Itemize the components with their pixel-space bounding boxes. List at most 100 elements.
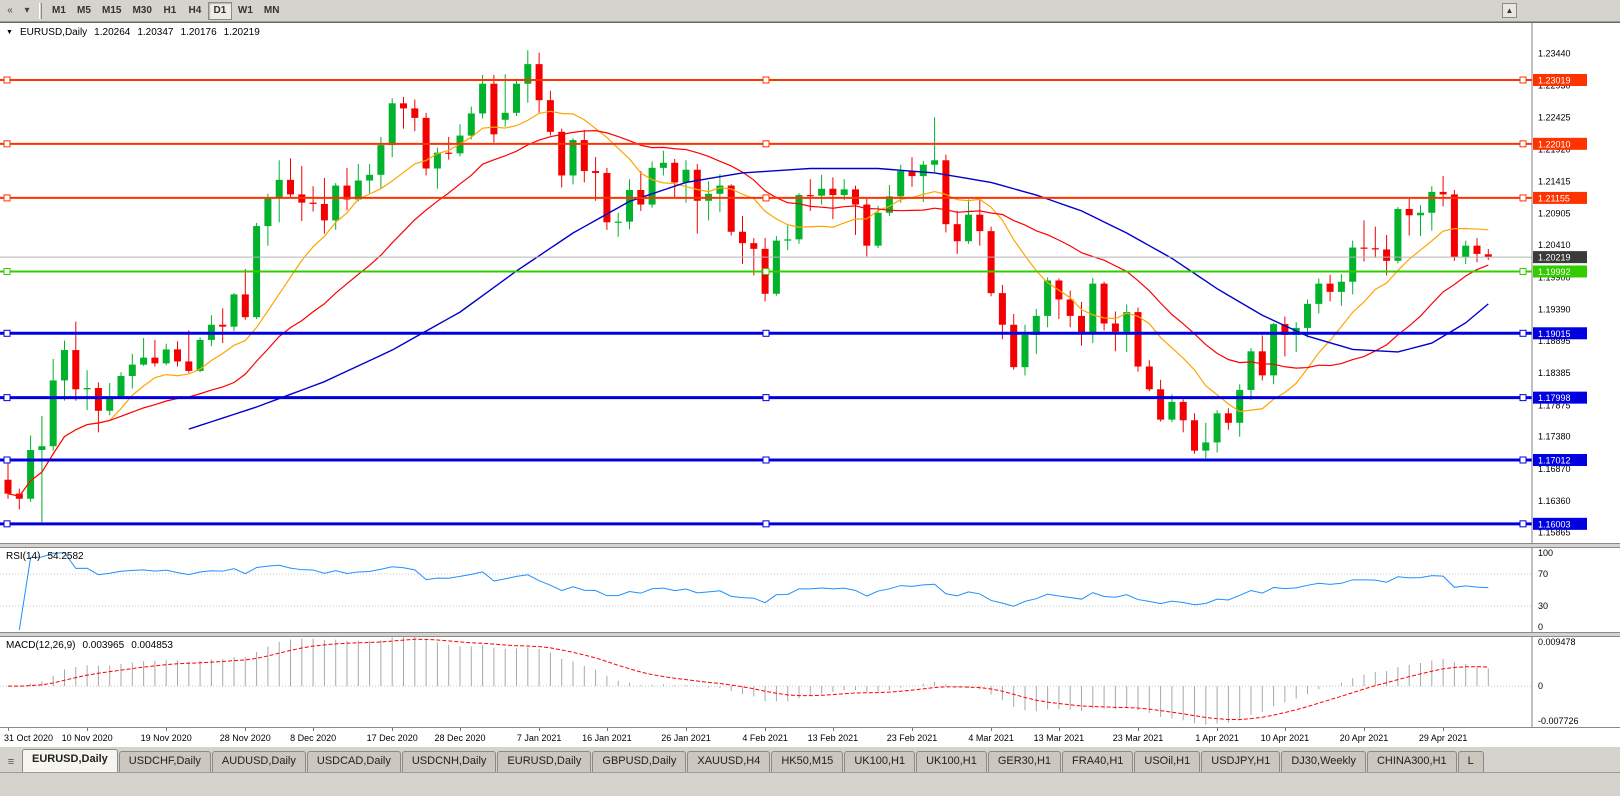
price-axis-label: 1.20410 [1538, 240, 1571, 250]
hline-handle[interactable] [762, 394, 770, 402]
time-axis[interactable]: 31 Oct 2020 10 Nov 2020 19 Nov 2020 28 Nov … [0, 727, 1620, 747]
chart-tab-14[interactable]: USDJPY,H1 [1201, 751, 1281, 772]
time-axis-tick [1058, 728, 1060, 731]
chart-tab-3[interactable]: USDCAD,Daily [306, 751, 401, 772]
hline-handle[interactable] [762, 520, 770, 528]
time-axis-tick [1217, 728, 1219, 731]
time-axis-tick [392, 728, 394, 731]
time-axis-tick [1284, 728, 1286, 731]
price-badge-label: 1.19015 [1538, 329, 1571, 339]
scroll-left-icon[interactable]: « [7, 5, 13, 16]
time-axis-label: 17 Dec 2020 [366, 733, 418, 743]
hline-handle[interactable] [3, 76, 11, 84]
chart-tab-5[interactable]: EURUSD,Daily [497, 751, 592, 772]
hline-handle[interactable] [762, 267, 770, 275]
chart-tab-8[interactable]: HK50,M15 [771, 751, 844, 772]
hline-handle[interactable] [1519, 456, 1527, 464]
timeframe-button-mn[interactable]: MN [263, 5, 280, 16]
price-badge [1533, 265, 1587, 278]
hline-handle[interactable] [1519, 76, 1527, 84]
chart-tab-17[interactable]: L [1457, 751, 1484, 772]
macd-panel-splitter[interactable] [0, 632, 1620, 637]
macd-axis-label: 0.009478 [1538, 637, 1576, 647]
time-axis-label: 13 Mar 2021 [1033, 733, 1085, 743]
hline-handle[interactable] [1519, 267, 1527, 275]
time-axis-label: 28 Nov 2020 [219, 733, 271, 743]
timeframe-button-m5[interactable]: M5 [77, 5, 91, 16]
chart-tab-11[interactable]: GER30,H1 [987, 751, 1062, 772]
collapse-chart-icon[interactable]: ▼ [6, 29, 13, 36]
hline-handle[interactable] [3, 267, 11, 275]
price-badge-label: 1.20219 [1538, 253, 1571, 263]
chart-tab-1[interactable]: USDCHF,Daily [118, 751, 211, 772]
price-badge-label: 1.17998 [1538, 393, 1571, 403]
timeframe-button-w1[interactable]: W1 [237, 5, 253, 16]
chart-tab-0[interactable]: EURUSD,Daily [22, 749, 118, 772]
hline-handle[interactable] [3, 394, 11, 402]
chart-window: 1.234401.229301.224251.219201.214151.209… [0, 22, 1620, 747]
hline-handle[interactable] [1519, 140, 1527, 148]
macd-histogram [30, 637, 1489, 725]
rsi-line [18, 552, 1489, 631]
hline-handle[interactable] [762, 194, 770, 202]
price-badge-label: 1.21155 [1538, 193, 1570, 203]
hline-handle[interactable] [1519, 329, 1527, 337]
hline-handle[interactable] [3, 520, 11, 528]
price-axis-label: 1.17875 [1538, 400, 1571, 410]
chart-tab-7[interactable]: XAUUSD,H4 [687, 751, 771, 772]
chart-tab-bar: ≡ EURUSD,Daily USDCHF,Daily AUDUSD,Daily US… [0, 746, 1620, 772]
chart-corner-button[interactable]: ▲ [1502, 3, 1517, 18]
rsi-panel[interactable]: 100 70 30 0 [0, 548, 1620, 632]
price-axis-label: 1.15865 [1538, 528, 1571, 538]
chart-tab-9[interactable]: UK100,H1 [844, 751, 916, 772]
charts-dropdown-icon[interactable]: ▾ [24, 5, 30, 16]
window-list-icon[interactable]: ≡ [7, 756, 15, 768]
chart-tab-10[interactable]: UK100,H1 [916, 751, 987, 772]
time-axis-label: 19 Nov 2020 [140, 733, 192, 743]
hline-handle[interactable] [3, 329, 11, 337]
timeframe-button-h1[interactable]: H1 [163, 5, 177, 16]
hline-handle[interactable] [1519, 520, 1527, 528]
chart-tab-16[interactable]: CHINA300,H1 [1366, 751, 1457, 772]
macd-panel[interactable]: 0.009478 0 -0.007726 [0, 637, 1620, 727]
time-axis-tick [87, 728, 89, 731]
hline-handle[interactable] [762, 76, 770, 84]
chart-tab-6[interactable]: GBPUSD,Daily [592, 751, 687, 772]
hline-handle[interactable] [762, 329, 770, 337]
price-axis-label: 1.21415 [1538, 176, 1571, 186]
price-axis-label: 1.23440 [1538, 48, 1571, 58]
chart-tab-4[interactable]: USDCNH,Daily [401, 751, 497, 772]
price-badge-label: 1.22010 [1538, 139, 1571, 149]
chart-tab-12[interactable]: FRA40,H1 [1062, 751, 1134, 772]
timeframe-button-d1[interactable]: D1 [207, 1, 232, 20]
timeframe-toolbar: « ▾ M1 M5 M15 M30 H1 H4 D1 W1 MN ▲ [0, 0, 1620, 22]
price-chart-panel[interactable]: 1.234401.229301.224251.219201.214151.209… [0, 23, 1620, 543]
hline-handle[interactable] [3, 140, 11, 148]
price-badge [1533, 137, 1587, 150]
hline-handle[interactable] [762, 456, 770, 464]
timeframe-button-m30[interactable]: M30 [132, 5, 152, 16]
time-axis-label: 10 Apr 2021 [1260, 733, 1310, 743]
time-axis-tick [912, 728, 913, 731]
time-axis-label: 4 Feb 2021 [742, 733, 788, 743]
time-axis-label: 7 Jan 2021 [516, 733, 562, 743]
timeframe-button-m15[interactable]: M15 [102, 5, 122, 16]
rsi-panel-splitter[interactable] [0, 543, 1620, 548]
hline-handle[interactable] [3, 194, 11, 202]
chart-tab-2[interactable]: AUDUSD,Daily [211, 751, 306, 772]
price-axis-label: 1.16360 [1538, 496, 1571, 506]
timeframe-button-m1[interactable]: M1 [52, 5, 66, 16]
price-badge-label: 1.16003 [1538, 519, 1571, 529]
hline-handle[interactable] [3, 456, 11, 464]
chart-tab-15[interactable]: DJ30,Weekly [1281, 751, 1366, 772]
timeframe-button-h4[interactable]: H4 [188, 5, 202, 16]
hline-handle[interactable] [1519, 194, 1527, 202]
price-axis-label: 1.22425 [1538, 113, 1571, 123]
ma-slow-line [188, 167, 1489, 430]
macd-axis-label: 0 [1538, 681, 1543, 691]
hline-handle[interactable] [762, 140, 770, 148]
time-axis-label: 4 Mar 2021 [968, 733, 1014, 743]
hline-handle[interactable] [1519, 394, 1527, 402]
chart-tab-13[interactable]: USOil,H1 [1134, 751, 1201, 772]
macd-axis-label: -0.007726 [1538, 716, 1579, 726]
